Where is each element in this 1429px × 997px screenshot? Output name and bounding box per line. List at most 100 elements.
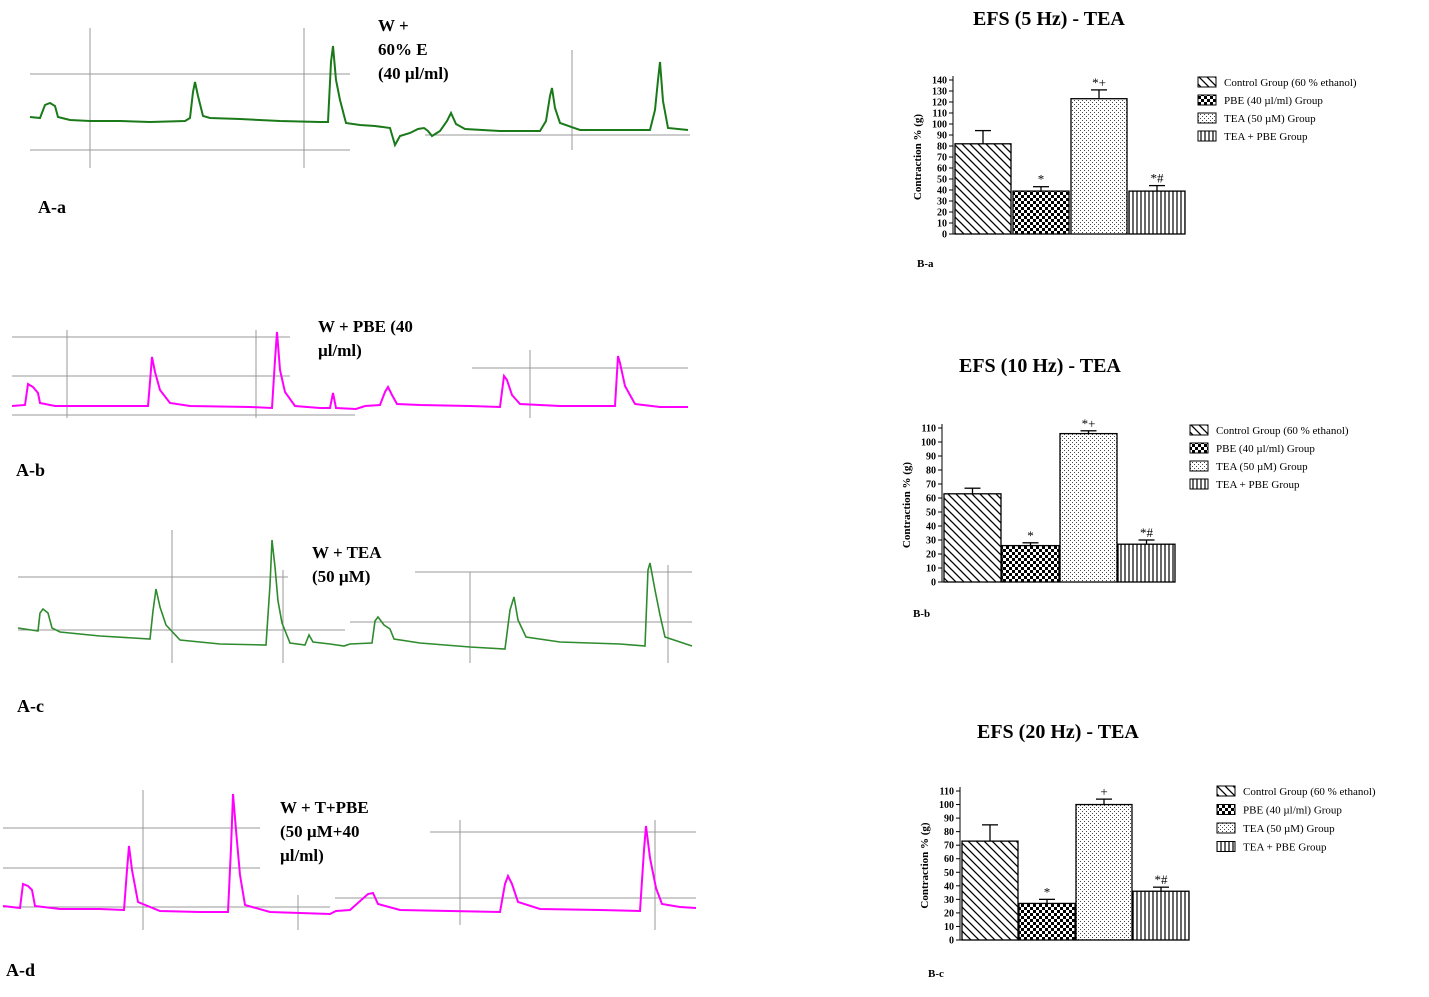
trace-panel-d: W + T+PBE (50 µM+40 µl/ml) A-d bbox=[0, 780, 700, 990]
significance-label: * bbox=[1038, 172, 1045, 187]
trace-c-label: W + TEA (50 µM) bbox=[312, 543, 382, 586]
bar bbox=[961, 840, 1019, 941]
legend-swatch bbox=[1197, 94, 1217, 106]
y-tick-label: 90 bbox=[937, 131, 947, 142]
trace-a-panel-label: A-a bbox=[38, 197, 66, 217]
legend-swatch bbox=[1216, 804, 1236, 815]
trace-b-label: W + PBE (40 µl/ml) bbox=[318, 317, 413, 360]
legend-label: TEA + PBE Group bbox=[1243, 842, 1327, 854]
legend-swatch bbox=[1216, 841, 1236, 852]
significance-label: * bbox=[1027, 528, 1034, 543]
chart-svg-20hz: 0 10 20 30 40 50 60 70 80 90 100 110 Contraction % (… bbox=[919, 784, 1376, 946]
y-tick-label: 80 bbox=[926, 466, 936, 477]
chart-panel-label: B-b bbox=[913, 608, 931, 620]
chart-title: EFS (10 Hz) - TEA bbox=[959, 355, 1121, 377]
legend-swatch bbox=[1189, 442, 1209, 454]
chart-svg-10hz: 0 10 20 30 40 50 60 70 80 90 100 110 Contraction % (… bbox=[901, 416, 1349, 589]
y-tick-label: 20 bbox=[944, 908, 954, 919]
trace-d-label: W + T+PBE (50 µM+40 µl/ml) bbox=[280, 798, 369, 865]
legend-label: PBE (40 µl/ml) Group bbox=[1243, 805, 1342, 817]
y-tick-label: 0 bbox=[931, 578, 936, 589]
legend-label: Control Group (60 % ethanol) bbox=[1224, 77, 1357, 89]
legend-label: TEA + PBE Group bbox=[1216, 479, 1300, 491]
trace-a-plot bbox=[29, 28, 690, 168]
y-tick-label: 10 bbox=[944, 922, 954, 933]
y-tick-label: 110 bbox=[933, 109, 947, 120]
chart-title: EFS (20 Hz) - TEA bbox=[977, 721, 1139, 743]
trace-c-plot bbox=[17, 530, 693, 663]
bar bbox=[1070, 98, 1128, 235]
legend-swatch bbox=[1216, 785, 1236, 797]
trace-a-label: W + 60% E (40 µl/ml) bbox=[378, 16, 449, 83]
y-tick-label: 90 bbox=[944, 814, 954, 825]
significance-label: *# bbox=[1155, 872, 1169, 887]
chart-panel-label: B-c bbox=[928, 968, 944, 980]
legend-swatch bbox=[1189, 478, 1209, 490]
y-tick-label: 30 bbox=[944, 895, 954, 906]
legend-label: PBE (40 µl/ml) Group bbox=[1224, 95, 1323, 107]
bar bbox=[1059, 432, 1118, 583]
bar bbox=[1132, 890, 1190, 941]
y-tick-label: 40 bbox=[937, 186, 947, 197]
significance-label: *+ bbox=[1092, 75, 1106, 90]
y-tick-label: 120 bbox=[932, 98, 947, 109]
trace-b-gridlines bbox=[12, 330, 688, 418]
trace-d-panel-label: A-d bbox=[6, 960, 36, 980]
trace-panel-a: W + 60% E (40 µl/ml) A-a bbox=[0, 0, 700, 230]
y-tick-label: 70 bbox=[937, 153, 947, 164]
significance-label: *+ bbox=[1082, 416, 1096, 431]
y-tick-label: 80 bbox=[937, 142, 947, 153]
significance-label: *# bbox=[1140, 525, 1154, 540]
y-tick-label: 60 bbox=[926, 494, 936, 505]
legend-label: Control Group (60 % ethanol) bbox=[1243, 786, 1376, 798]
y-tick-label: 60 bbox=[937, 164, 947, 175]
legend-label: TEA (50 µM) Group bbox=[1216, 461, 1308, 473]
trace-d-line bbox=[2, 793, 697, 916]
y-axis-label: Contraction % (g) bbox=[912, 114, 924, 200]
legend-swatch bbox=[1189, 424, 1209, 436]
y-tick-label: 100 bbox=[921, 438, 936, 449]
chart-panel-label: B-a bbox=[917, 258, 934, 270]
y-tick-label: 0 bbox=[942, 230, 947, 241]
y-axis-label: Contraction % (g) bbox=[901, 462, 913, 548]
legend-label: TEA (50 µM) Group bbox=[1243, 823, 1335, 835]
bar bbox=[1075, 803, 1133, 941]
trace-a-gridlines bbox=[30, 28, 690, 168]
legend-label: PBE (40 µl/ml) Group bbox=[1216, 443, 1315, 455]
y-tick-label: 50 bbox=[944, 868, 954, 879]
trace-c-gridlines bbox=[18, 530, 692, 663]
legend-swatch bbox=[1197, 130, 1217, 142]
legend-swatch bbox=[1216, 822, 1236, 834]
trace-panel-c: W + TEA (50 µM) A-c bbox=[0, 525, 700, 725]
bar bbox=[1018, 902, 1076, 941]
bar bbox=[954, 143, 1012, 235]
chart-efs-5hz: EFS (5 Hz) - TEA 0 10 20 30 40 50 60 70 80 90 100 1… bbox=[880, 0, 1420, 290]
bar bbox=[1001, 544, 1060, 583]
y-tick-label: 30 bbox=[926, 536, 936, 547]
y-tick-label: 100 bbox=[939, 800, 954, 811]
y-tick-label: 110 bbox=[940, 787, 954, 798]
y-tick-label: 100 bbox=[932, 120, 947, 131]
significance-label: *# bbox=[1151, 171, 1165, 186]
legend-swatch bbox=[1189, 460, 1209, 472]
trace-b-plot bbox=[11, 330, 688, 418]
trace-c-line bbox=[17, 539, 693, 650]
chart-title: EFS (5 Hz) - TEA bbox=[973, 8, 1125, 30]
y-tick-label: 60 bbox=[944, 854, 954, 865]
chart-efs-20hz: EFS (20 Hz) - TEA 0 10 20 30 40 50 60 70 80 90 100… bbox=[880, 715, 1420, 995]
legend-swatch bbox=[1197, 112, 1217, 124]
legend-label: TEA (50 µM) Group bbox=[1224, 113, 1316, 125]
y-tick-label: 40 bbox=[944, 881, 954, 892]
legend-label: TEA + PBE Group bbox=[1224, 131, 1308, 143]
y-tick-label: 130 bbox=[932, 87, 947, 98]
y-tick-label: 70 bbox=[926, 480, 936, 491]
y-tick-label: 70 bbox=[944, 841, 954, 852]
chart-efs-10hz: EFS (10 Hz) - TEA 0 10 20 30 40 50 60 70 80 90 100… bbox=[880, 350, 1420, 630]
y-tick-label: 10 bbox=[926, 564, 936, 575]
trace-panel-b: W + PBE (40 µl/ml) A-b bbox=[0, 300, 700, 490]
y-tick-label: 110 bbox=[922, 424, 936, 435]
significance-label: * bbox=[1044, 884, 1051, 899]
significance-label: + bbox=[1100, 784, 1107, 799]
y-tick-label: 50 bbox=[937, 175, 947, 186]
